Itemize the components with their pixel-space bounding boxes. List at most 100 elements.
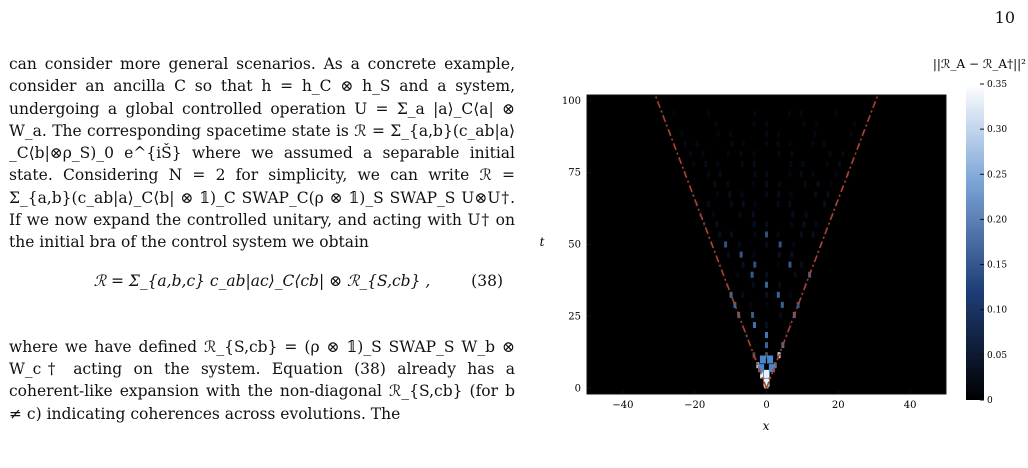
heatmap-cell: [765, 221, 768, 228]
heatmap-cell: [753, 201, 757, 208]
heatmap-cell: [739, 150, 743, 157]
heatmap-cell: [713, 181, 717, 188]
heatmap-cell: [776, 261, 780, 268]
colorbar-tick-label: 0.10: [987, 306, 1007, 316]
colorbar-tick-label: 0.05: [987, 351, 1007, 361]
x-axis-ticks: −40 −20 0 20 40: [612, 390, 916, 411]
heatmap-cell: [718, 231, 722, 238]
heatmap-cell: [813, 130, 817, 137]
heatmap-cell: [823, 201, 827, 208]
heatmap-cell: [765, 241, 768, 248]
heatmap-cell: [788, 140, 792, 147]
heatmap-cell: [765, 291, 768, 298]
colorbar-ticks: 0 0.05 0.10 0.15 0.20 0.25 0.30 0.35: [980, 80, 1007, 406]
colorbar-tick-label: 0.25: [987, 170, 1007, 180]
heatmap-cell: [751, 281, 755, 288]
heatmap-cell: [837, 161, 841, 167]
heatmap-cell: [728, 191, 732, 198]
x-tick-label: −20: [684, 400, 705, 411]
heatmap-cell: [704, 161, 708, 167]
heatmap-cell: [804, 211, 808, 218]
light-cone-edge: [654, 94, 768, 389]
heatmap-cell: [776, 201, 780, 208]
heatmap-cell: [789, 191, 793, 198]
heatmap-cell: [841, 150, 845, 157]
equation-38: ℛ = Σ_{a,b,c} c_ab|ac⟩_C⟨cb| ⊗ ℛ_{S,cb} …: [9, 262, 515, 324]
heatmap-cell: [849, 130, 853, 137]
heatmap-cell: [752, 322, 756, 328]
x-tick-label: −40: [612, 400, 633, 411]
heatmap-cell: [765, 181, 768, 188]
heatmap-cell: [728, 130, 732, 137]
heatmap-cell: [695, 140, 699, 147]
heatmap-cell: [765, 281, 768, 288]
heatmap-cell: [751, 211, 755, 218]
heatmap-cell: [790, 251, 794, 258]
heatmap-cell: [791, 211, 795, 218]
heatmap-cell: [749, 301, 753, 308]
heatmap-cell: [777, 130, 781, 137]
page-number: 10: [994, 8, 1015, 27]
heatmap-cell: [826, 191, 830, 198]
heatmap-figure: −40 −20 0 20 40 0 25 50 75 100 x t 0 0.05 0.10 0.15…: [530, 40, 1028, 464]
equation-body: ℛ = Σ_{a,b,c} c_ab|ac⟩_C⟨cb| ⊗ ℛ_{S,cb} …: [93, 271, 431, 290]
heatmap-cell: [701, 150, 705, 157]
heatmap-cell: [796, 301, 800, 308]
heatmap-cell: [788, 201, 792, 208]
heatmap-cell: [825, 161, 829, 167]
heatmap-cell: [730, 140, 734, 147]
heatmap-cell: [815, 251, 819, 258]
heatmap-cell: [799, 110, 803, 117]
equation-number: (38): [471, 271, 503, 290]
heatmap-cell: [753, 231, 757, 238]
heatmap-cell: [752, 161, 756, 167]
heatmap-cell: [778, 241, 782, 248]
heatmap-cell: [834, 110, 838, 117]
heatmap-cell: [712, 211, 716, 218]
heatmap-cell: [726, 181, 730, 188]
heatmap-cell: [765, 322, 768, 328]
heatmap-cell: [672, 110, 676, 117]
heatmap-cell: [726, 251, 730, 258]
paragraph-1: can consider more general scenarios. As …: [9, 55, 515, 252]
heatmap-cell: [741, 140, 745, 147]
heatmap-cell: [739, 251, 743, 258]
x-tick-label: 0: [763, 400, 769, 411]
heatmap-cell: [802, 221, 806, 228]
y-tick-label: 75: [568, 168, 581, 179]
heatmap-cell: [752, 120, 756, 127]
heatmap-cell: [715, 191, 719, 198]
text-column: can consider more general scenarios. As …: [9, 53, 515, 425]
x-tick-label: 20: [832, 400, 845, 411]
heatmap-cell: [777, 150, 781, 157]
heatmap-cell: [716, 161, 720, 167]
heatmap-cell: [741, 201, 745, 208]
heatmap-cell: [789, 161, 793, 167]
heatmap-cell: [765, 271, 768, 278]
light-cone-interior: [660, 110, 865, 389]
heatmap-cell: [814, 221, 818, 228]
heatmap-cell: [758, 364, 765, 373]
heatmap-cell: [790, 150, 794, 157]
heatmap-cell: [803, 181, 807, 188]
heatmap-cell: [777, 191, 781, 198]
heatmap-cell: [688, 150, 692, 157]
heatmap-cell: [740, 191, 744, 198]
heatmap-cell: [752, 251, 756, 258]
heatmap-cell: [730, 201, 734, 208]
heatmap-cell: [752, 150, 756, 157]
heatmap-cell: [740, 322, 744, 328]
y-tick-label: 100: [562, 96, 581, 107]
heatmap-cell: [829, 181, 833, 188]
heatmap-cell: [792, 241, 796, 248]
y-tick-label: 0: [575, 383, 581, 394]
heatmap-cell: [788, 291, 792, 298]
heatmap-cell: [691, 191, 695, 198]
heatmap-cell: [716, 130, 720, 137]
colorbar-tick-label: 0.30: [987, 125, 1007, 135]
heatmap-cell: [765, 191, 768, 198]
y-axis-ticks: 0 25 50 75 100: [562, 96, 591, 394]
heatmap-cell: [767, 355, 774, 364]
y-tick-label: 50: [568, 240, 581, 251]
heatmap-cell: [776, 291, 780, 298]
